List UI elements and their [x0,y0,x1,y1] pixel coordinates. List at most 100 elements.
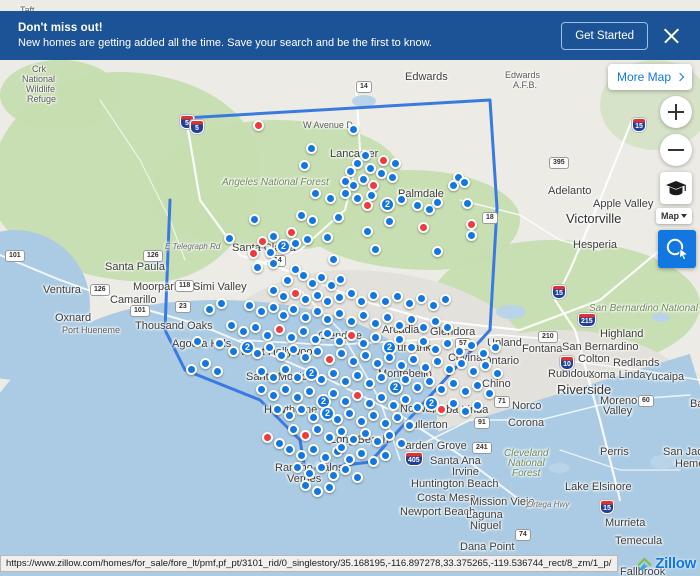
listing-pin[interactable] [484,388,495,399]
listing-pin[interactable] [262,330,273,341]
listing-pin[interactable] [332,414,343,425]
listing-pin[interactable] [380,418,391,429]
foreclosure-pin[interactable] [466,219,477,230]
listing-pin[interactable] [360,428,371,439]
listing-pin[interactable] [412,200,423,211]
foreclosure-pin[interactable] [274,324,285,335]
listing-pin[interactable] [298,270,309,281]
listing-pin[interactable] [284,444,295,455]
foreclosure-pin[interactable] [262,432,273,443]
listing-pin[interactable] [387,172,398,183]
listing-pin[interactable] [316,462,327,473]
listing-pin[interactable] [304,386,315,397]
foreclosure-pin[interactable] [286,227,297,238]
listing-pin[interactable] [340,188,351,199]
listing-pin[interactable] [296,210,307,221]
listing-pin[interactable] [300,352,311,363]
listing-pin[interactable] [212,366,223,377]
listing-pin[interactable] [326,280,337,291]
listing-pin[interactable] [428,300,439,311]
listing-pin[interactable] [290,238,301,249]
listing-cluster-pin[interactable]: 2 [276,239,291,254]
listing-pin[interactable] [356,296,367,307]
listing-pin[interactable] [252,348,263,359]
listing-pin[interactable] [268,231,279,242]
listing-pin[interactable] [200,358,211,369]
listing-pin[interactable] [226,320,237,331]
listing-pin[interactable] [368,410,379,421]
listing-pin[interactable] [280,364,291,375]
listing-pin[interactable] [468,366,479,377]
listing-pin[interactable] [460,406,471,417]
listing-pin[interactable] [249,214,260,225]
listing-pin[interactable] [358,310,369,321]
foreclosure-pin[interactable] [436,404,447,415]
listing-pin[interactable] [466,340,477,351]
listing-pin[interactable] [204,304,215,315]
listing-pin[interactable] [380,296,391,307]
listing-pin[interactable] [296,450,307,461]
listing-pin[interactable] [298,326,309,337]
listing-pin[interactable] [418,336,429,347]
foreclosure-pin[interactable] [418,222,429,233]
listing-pin[interactable] [346,288,357,299]
listing-pin[interactable] [278,291,289,302]
listing-pin[interactable] [344,454,355,465]
listing-pin[interactable] [492,368,503,379]
listing-pin[interactable] [274,438,285,449]
listing-pin[interactable] [406,342,417,353]
listing-pin[interactable] [456,358,467,369]
listing-pin[interactable] [286,332,297,343]
foreclosure-pin[interactable] [346,330,357,341]
listing-pin[interactable] [358,338,369,349]
listing-pin[interactable] [336,348,347,359]
listing-pin[interactable] [392,291,403,302]
listing-pin[interactable] [316,272,327,283]
listing-pin[interactable] [192,336,203,347]
listing-pin[interactable] [424,204,435,215]
listing-pin[interactable] [400,374,411,385]
listing-pin[interactable] [292,372,303,383]
foreclosure-pin[interactable] [324,354,335,365]
listing-pin[interactable] [282,275,293,286]
listing-pin[interactable] [370,318,381,329]
listing-pin[interactable] [396,438,407,449]
listing-pin[interactable] [478,348,489,359]
listing-cluster-pin[interactable]: 2 [240,340,255,355]
listing-pin[interactable] [346,316,357,327]
listing-pin[interactable] [472,400,483,411]
listing-pin[interactable] [364,378,375,389]
listing-pin[interactable] [348,124,359,135]
listing-pin[interactable] [328,388,339,399]
listing-pin[interactable] [384,430,395,441]
listing-pin[interactable] [358,174,369,185]
listing-pin[interactable] [480,360,491,371]
listing-pin[interactable] [370,244,381,255]
listing-cluster-pin[interactable]: 2 [304,366,319,381]
listing-pin[interactable] [306,143,317,154]
zoom-out-button[interactable] [660,134,692,166]
listing-pin[interactable] [292,462,303,473]
listing-pin[interactable] [304,468,315,479]
listing-pin[interactable] [296,404,307,415]
listing-pin[interactable] [384,352,395,363]
listing-pin[interactable] [345,166,356,177]
listing-pin[interactable] [308,444,319,455]
listing-pin[interactable] [256,306,267,317]
listing-pin[interactable] [276,350,287,361]
listing-pin[interactable] [412,382,423,393]
listing-pin[interactable] [382,312,393,323]
foreclosure-pin[interactable] [290,288,301,299]
listing-pin[interactable] [308,412,319,423]
listing-pin[interactable] [256,366,267,377]
listing-pin[interactable] [268,285,279,296]
listing-pin[interactable] [312,346,323,357]
listing-pin[interactable] [264,342,275,353]
close-icon[interactable] [660,25,682,47]
listing-pin[interactable] [334,292,345,303]
listing-pin[interactable] [336,442,347,453]
listing-pin[interactable] [348,356,359,367]
listing-pin[interactable] [442,338,453,349]
listing-pin[interactable] [312,486,323,497]
listing-pin[interactable] [459,177,470,188]
